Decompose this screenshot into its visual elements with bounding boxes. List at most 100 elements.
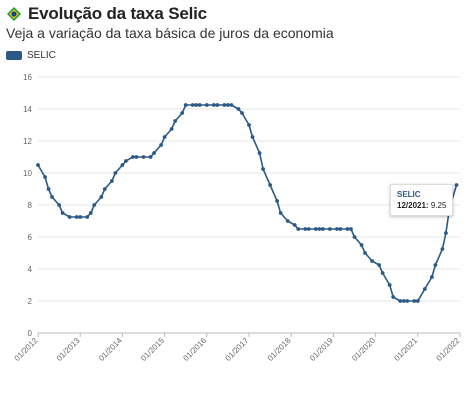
- data-point[interactable]: [317, 227, 322, 231]
- data-point[interactable]: [131, 155, 135, 159]
- x-tick-label: 01/2019: [308, 336, 335, 363]
- data-point[interactable]: [352, 235, 357, 239]
- data-point[interactable]: [36, 163, 40, 167]
- data-point[interactable]: [391, 295, 396, 299]
- data-tooltip: SELIC 12/2021: 9.25: [390, 184, 454, 216]
- data-point[interactable]: [194, 103, 199, 107]
- data-point[interactable]: [398, 299, 403, 303]
- data-point[interactable]: [190, 103, 195, 107]
- data-point[interactable]: [363, 251, 367, 255]
- data-point[interactable]: [152, 151, 156, 155]
- x-tick-label: 01/2014: [97, 336, 124, 363]
- data-point[interactable]: [444, 231, 448, 235]
- data-point[interactable]: [296, 227, 301, 231]
- data-point[interactable]: [229, 103, 234, 107]
- data-point[interactable]: [120, 163, 125, 167]
- data-point[interactable]: [278, 211, 283, 215]
- data-point[interactable]: [60, 211, 65, 215]
- data-point[interactable]: [85, 215, 90, 219]
- data-point[interactable]: [141, 155, 146, 159]
- data-point[interactable]: [261, 167, 265, 171]
- y-tick-label: 0: [28, 329, 33, 338]
- data-point[interactable]: [429, 275, 434, 279]
- data-point[interactable]: [338, 227, 343, 231]
- x-tick-label: 01/2012: [13, 336, 40, 363]
- data-point[interactable]: [401, 299, 406, 303]
- y-tick-label: 4: [28, 265, 33, 274]
- data-point[interactable]: [204, 103, 209, 107]
- data-point[interactable]: [380, 271, 385, 275]
- data-point[interactable]: [247, 123, 251, 127]
- data-point[interactable]: [306, 227, 311, 231]
- data-point[interactable]: [349, 227, 353, 231]
- data-point[interactable]: [43, 175, 47, 179]
- y-tick-label: 10: [23, 169, 32, 178]
- data-point[interactable]: [292, 223, 297, 227]
- data-point[interactable]: [173, 119, 178, 123]
- x-tick-label: 01/2017: [224, 336, 251, 363]
- data-point[interactable]: [50, 195, 54, 199]
- data-point[interactable]: [320, 227, 325, 231]
- data-point[interactable]: [124, 159, 128, 163]
- data-point[interactable]: [359, 243, 364, 247]
- data-point[interactable]: [370, 259, 374, 263]
- data-point[interactable]: [99, 195, 104, 199]
- data-point[interactable]: [162, 135, 167, 139]
- data-point[interactable]: [313, 227, 318, 231]
- legend[interactable]: SELIC: [6, 50, 56, 61]
- x-tick-label: 01/2020: [350, 336, 377, 363]
- data-point[interactable]: [46, 187, 51, 191]
- data-point[interactable]: [275, 199, 280, 203]
- data-point[interactable]: [285, 219, 290, 223]
- data-point[interactable]: [159, 143, 163, 147]
- data-point[interactable]: [405, 299, 410, 303]
- data-point[interactable]: [222, 103, 227, 107]
- data-point[interactable]: [67, 215, 72, 219]
- data-point[interactable]: [180, 111, 185, 115]
- data-point[interactable]: [102, 187, 107, 191]
- chart-subtitle: Veja a variação da taxa básica de juros …: [6, 25, 334, 41]
- data-point[interactable]: [74, 215, 79, 219]
- data-point[interactable]: [422, 287, 427, 291]
- data-point[interactable]: [88, 211, 93, 215]
- data-point[interactable]: [387, 283, 392, 287]
- data-point[interactable]: [78, 215, 83, 219]
- data-point[interactable]: [377, 263, 382, 267]
- data-point[interactable]: [211, 103, 216, 107]
- data-point[interactable]: [134, 155, 139, 159]
- data-point[interactable]: [109, 179, 114, 183]
- data-point[interactable]: [250, 135, 255, 139]
- y-tick-label: 6: [28, 233, 33, 242]
- x-tick-label: 01/2022: [435, 336, 462, 363]
- data-point[interactable]: [236, 107, 241, 111]
- data-point[interactable]: [345, 227, 350, 231]
- data-point[interactable]: [433, 263, 438, 267]
- data-point[interactable]: [268, 183, 272, 187]
- data-point[interactable]: [335, 227, 339, 231]
- data-point[interactable]: [257, 151, 262, 155]
- data-point[interactable]: [169, 127, 174, 131]
- data-point[interactable]: [92, 203, 97, 207]
- data-point[interactable]: [415, 299, 420, 303]
- data-point[interactable]: [183, 103, 188, 107]
- data-point[interactable]: [412, 299, 417, 303]
- data-point[interactable]: [327, 227, 332, 231]
- y-tick-label: 12: [23, 137, 32, 146]
- chart-title: Evolução da taxa Selic: [28, 4, 207, 23]
- data-point[interactable]: [454, 183, 459, 187]
- data-point[interactable]: [303, 227, 308, 231]
- data-point[interactable]: [57, 203, 61, 207]
- y-tick-label: 8: [28, 201, 33, 210]
- data-point[interactable]: [148, 155, 153, 159]
- x-tick-label: 01/2015: [139, 336, 166, 363]
- data-point[interactable]: [113, 171, 118, 175]
- data-point[interactable]: [226, 103, 230, 107]
- data-point[interactable]: [197, 103, 202, 107]
- data-point[interactable]: [440, 247, 445, 251]
- title-row: Evolução da taxa Selic: [6, 4, 207, 24]
- tooltip-label: 12/2021:: [397, 201, 429, 210]
- data-point[interactable]: [215, 103, 220, 107]
- tooltip-value: 9.25: [430, 201, 447, 210]
- data-point[interactable]: [240, 111, 244, 115]
